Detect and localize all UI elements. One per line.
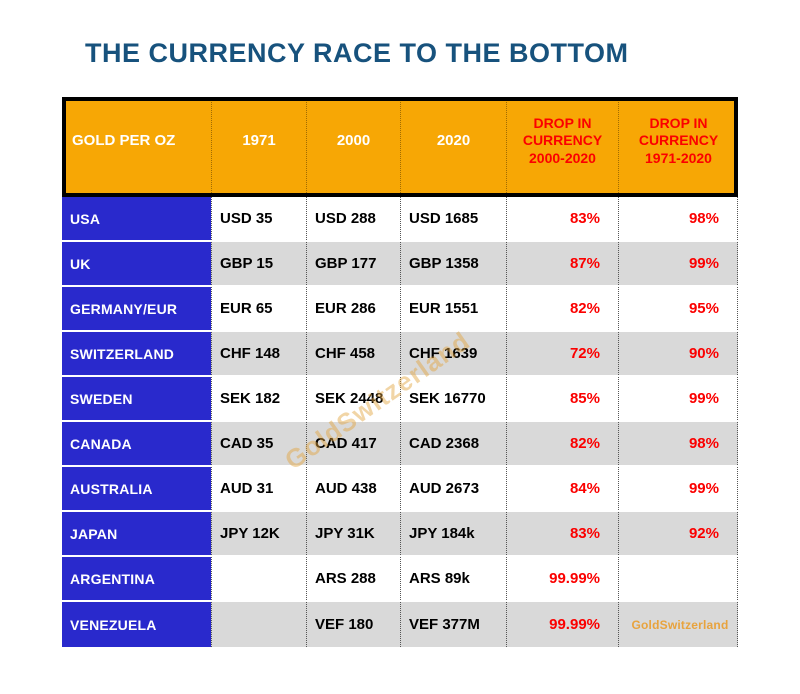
value-2020: EUR 1551	[400, 287, 506, 330]
drop-1971-2020: 99%	[618, 377, 738, 420]
value-2020: CAD 2368	[400, 422, 506, 465]
drop-2000-2020: 82%	[506, 287, 618, 330]
drop-1971-2020: 95%	[618, 287, 738, 330]
drop-1971-2020: 99%	[618, 467, 738, 510]
country-cell: USA	[62, 197, 211, 240]
value-2020: CHF 1639	[400, 332, 506, 375]
table-row-argentina: ARGENTINA ARS 288 ARS 89k 99.99%	[62, 557, 738, 602]
drop-1971-2020: 92%	[618, 512, 738, 555]
value-1971: CAD 35	[211, 422, 306, 465]
country-cell: VENEZUELA	[62, 602, 211, 647]
header-drop-2000-2020: DROP IN CURRENCY 2000-2020	[506, 97, 618, 197]
country-cell: UK	[62, 242, 211, 285]
value-2020: GBP 1358	[400, 242, 506, 285]
table-row-switzerland: SWITZERLAND CHF 148 CHF 458 CHF 1639 72%…	[62, 332, 738, 377]
drop-2000-2020: 83%	[506, 512, 618, 555]
country-cell: AUSTRALIA	[62, 467, 211, 510]
value-1971	[211, 557, 306, 600]
table-row-japan: JAPAN JPY 12K JPY 31K JPY 184k 83% 92%	[62, 512, 738, 557]
value-2020: VEF 377M	[400, 602, 506, 647]
drop-1971-2020	[618, 557, 738, 600]
header-2000: 2000	[306, 97, 400, 197]
value-2000: CHF 458	[306, 332, 400, 375]
value-2000: SEK 2448	[306, 377, 400, 420]
table-row-venezuela: VENEZUELA VEF 180 VEF 377M 99.99% GoldSw…	[62, 602, 738, 647]
value-1971: EUR 65	[211, 287, 306, 330]
value-2000: EUR 286	[306, 287, 400, 330]
value-2020: SEK 16770	[400, 377, 506, 420]
table-row-uk: UK GBP 15 GBP 177 GBP 1358 87% 99%	[62, 242, 738, 287]
country-cell: CANADA	[62, 422, 211, 465]
header-1971: 1971	[211, 97, 306, 197]
value-2000: JPY 31K	[306, 512, 400, 555]
value-2000: GBP 177	[306, 242, 400, 285]
value-1971: SEK 182	[211, 377, 306, 420]
value-1971: AUD 31	[211, 467, 306, 510]
country-cell: ARGENTINA	[62, 557, 211, 600]
drop-1971-2020: 98%	[618, 422, 738, 465]
drop-2000-2020: 83%	[506, 197, 618, 240]
country-cell: SWEDEN	[62, 377, 211, 420]
currency-table: GOLD PER OZ 1971 2000 2020 DROP IN CURRE…	[62, 97, 738, 647]
table-row-canada: CANADA CAD 35 CAD 417 CAD 2368 82% 98%	[62, 422, 738, 467]
value-2000: ARS 288	[306, 557, 400, 600]
value-2020: JPY 184k	[400, 512, 506, 555]
value-2000: USD 288	[306, 197, 400, 240]
brand-label: GoldSwitzerland	[631, 617, 729, 632]
country-cell: GERMANY/EUR	[62, 287, 211, 330]
drop-2000-2020: 72%	[506, 332, 618, 375]
drop-2000-2020: 84%	[506, 467, 618, 510]
drop-2000-2020: 85%	[506, 377, 618, 420]
drop-1971-2020: 90%	[618, 332, 738, 375]
drop-2000-2020: 87%	[506, 242, 618, 285]
table-row-australia: AUSTRALIA AUD 31 AUD 438 AUD 2673 84% 99…	[62, 467, 738, 512]
drop-1971-2020: 98%	[618, 197, 738, 240]
value-2020: USD 1685	[400, 197, 506, 240]
header-gold-per-oz: GOLD PER OZ	[72, 131, 176, 149]
value-2020: ARS 89k	[400, 557, 506, 600]
value-1971: JPY 12K	[211, 512, 306, 555]
table-header-row: GOLD PER OZ 1971 2000 2020 DROP IN CURRE…	[62, 97, 738, 197]
value-2000: CAD 417	[306, 422, 400, 465]
header-drop-1971-2020: DROP IN CURRENCY 1971-2020	[618, 97, 738, 197]
drop-1971-2020: 99%	[618, 242, 738, 285]
table-row-usa: USA USD 35 USD 288 USD 1685 83% 98%	[62, 197, 738, 242]
value-2020: AUD 2673	[400, 467, 506, 510]
value-1971	[211, 602, 306, 647]
value-2000: AUD 438	[306, 467, 400, 510]
header-2020: 2020	[400, 97, 506, 197]
page-title: THE CURRENCY RACE TO THE BOTTOM	[85, 38, 629, 68]
value-2000: VEF 180	[306, 602, 400, 647]
table-row-sweden: SWEDEN SEK 182 SEK 2448 SEK 16770 85% 99…	[62, 377, 738, 422]
drop-2000-2020: 99.99%	[506, 557, 618, 600]
drop-2000-2020: 82%	[506, 422, 618, 465]
drop-2000-2020: 99.99%	[506, 602, 618, 647]
brand-cell: GoldSwitzerland	[618, 602, 738, 647]
value-1971: GBP 15	[211, 242, 306, 285]
table-row-germany: GERMANY/EUR EUR 65 EUR 286 EUR 1551 82% …	[62, 287, 738, 332]
table-body: USA USD 35 USD 288 USD 1685 83% 98% UK G…	[62, 197, 738, 647]
country-cell: SWITZERLAND	[62, 332, 211, 375]
value-1971: CHF 148	[211, 332, 306, 375]
country-cell: JAPAN	[62, 512, 211, 555]
value-1971: USD 35	[211, 197, 306, 240]
